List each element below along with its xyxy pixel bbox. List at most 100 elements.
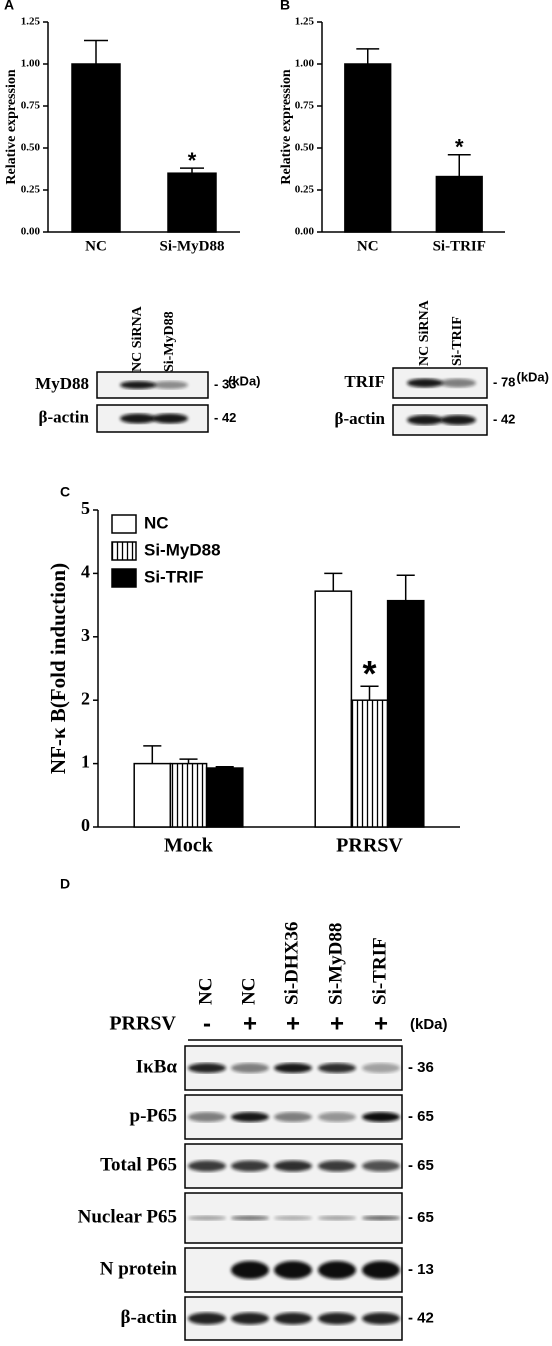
lane-label: Si-MyD88 — [162, 311, 177, 372]
size-label: - 42 — [214, 410, 236, 425]
blot-band — [188, 1160, 226, 1172]
blot-band — [231, 1112, 269, 1122]
bar — [133, 762, 172, 828]
row-label: Nuclear P65 — [78, 1206, 177, 1227]
blot-band — [274, 1112, 312, 1122]
y-axis-label: Relative expression — [279, 69, 294, 184]
blot-band — [188, 1215, 226, 1221]
legend-swatch — [111, 541, 137, 561]
blot-band — [231, 1312, 269, 1325]
y-tick-label: 0.75 — [21, 100, 41, 112]
treatment-mark: + — [286, 1010, 300, 1037]
lane-label: Si-MyD88 — [325, 923, 346, 1005]
error-bar — [215, 766, 234, 769]
bar — [167, 172, 217, 233]
y-tick-label: 1.25 — [21, 16, 41, 28]
treatment-mark: + — [243, 1010, 257, 1037]
error-bar — [356, 48, 380, 64]
y-tick-label: 1.25 — [295, 16, 315, 28]
blot-band — [318, 1312, 356, 1325]
error-bar — [143, 745, 162, 764]
y-tick-label: 4 — [81, 562, 90, 582]
blot-band — [362, 1160, 400, 1172]
size-label: - 65 — [408, 1108, 434, 1125]
blot-band — [362, 1063, 400, 1073]
size-label: - 78 — [493, 374, 515, 389]
y-tick-label: 0.00 — [21, 226, 41, 238]
blot-band — [120, 381, 156, 389]
blot-band — [318, 1215, 356, 1221]
bar — [71, 63, 121, 233]
size-label: - 13 — [408, 1261, 434, 1278]
blot-band — [362, 1312, 400, 1325]
blot-band — [231, 1160, 269, 1172]
lane-label: NC SiRNA — [130, 305, 145, 372]
blot-band — [274, 1160, 312, 1172]
error-bar — [179, 758, 198, 764]
row-label: β-actin — [121, 1307, 178, 1328]
y-tick-label: 0.00 — [295, 226, 315, 238]
x-tick-label: Si-TRIF — [433, 238, 486, 254]
y-tick-label: 0 — [81, 815, 90, 835]
treatment-mark: - — [203, 1010, 211, 1037]
size-label: - 42 — [493, 411, 515, 426]
treatment-mark: + — [374, 1010, 388, 1037]
blot-band — [318, 1112, 356, 1122]
row-label: β-actin — [334, 409, 385, 428]
error-bar — [360, 685, 379, 701]
lane-label: NC SiRNA — [417, 299, 432, 366]
bar — [386, 599, 425, 828]
blot-band — [274, 1312, 312, 1325]
size-label: - 36 — [408, 1059, 434, 1076]
blot-band — [362, 1112, 400, 1122]
annotation: * — [188, 148, 197, 173]
blot-band — [318, 1261, 356, 1279]
x-tick-label: Si-MyD88 — [160, 238, 225, 254]
x-tick-label: NC — [85, 238, 107, 254]
annotation: * — [362, 653, 376, 694]
x-tick-label: NC — [357, 238, 379, 254]
blot-band — [274, 1063, 312, 1073]
y-tick-label: 3 — [81, 625, 90, 645]
lane-label: NC — [195, 978, 216, 1005]
blot-band — [407, 378, 443, 388]
blot-band — [231, 1215, 269, 1221]
blot-band — [407, 415, 443, 425]
y-tick-label: 1 — [81, 752, 90, 772]
error-bar — [180, 167, 204, 174]
lane-label: Si-DHX36 — [281, 922, 302, 1005]
lane-label: NC — [238, 978, 259, 1005]
unit-label: (kDa) — [228, 373, 261, 388]
y-tick-label: 2 — [81, 688, 90, 708]
row-label: Total P65 — [100, 1154, 177, 1175]
unit-label: (kDa) — [516, 369, 549, 384]
size-label: - 65 — [408, 1157, 434, 1174]
annotation: * — [455, 134, 464, 159]
treatment-label: PRRSV — [109, 1013, 176, 1035]
row-label: N protein — [100, 1258, 178, 1279]
y-tick-label: 1.00 — [295, 58, 315, 70]
blot-band — [318, 1063, 356, 1073]
y-tick-label: 0.25 — [21, 184, 41, 196]
blot-band — [362, 1215, 400, 1221]
row-label: IκBα — [136, 1056, 178, 1077]
blot-band — [152, 381, 188, 389]
y-tick-label: 0.25 — [295, 184, 315, 196]
error-bar — [396, 574, 415, 601]
blot-band — [440, 378, 476, 388]
y-tick-label: 0.75 — [295, 100, 315, 112]
row-label: MyD88 — [35, 374, 89, 393]
y-axis-label: Relative expression — [4, 69, 19, 184]
y-tick-label: 0.50 — [21, 142, 41, 154]
size-label: - 33 — [214, 376, 236, 391]
blot-band — [362, 1261, 400, 1279]
legend-label: Si-MyD88 — [144, 540, 221, 559]
error-bar — [447, 153, 471, 177]
x-tick-label: Mock — [164, 835, 214, 857]
y-axis-label: NF-κ B(Fold induction) — [46, 563, 70, 774]
blot-band — [318, 1160, 356, 1172]
legend-label: Si-TRIF — [144, 567, 204, 586]
x-tick-label: PRRSV — [336, 835, 403, 857]
bar — [205, 767, 244, 828]
